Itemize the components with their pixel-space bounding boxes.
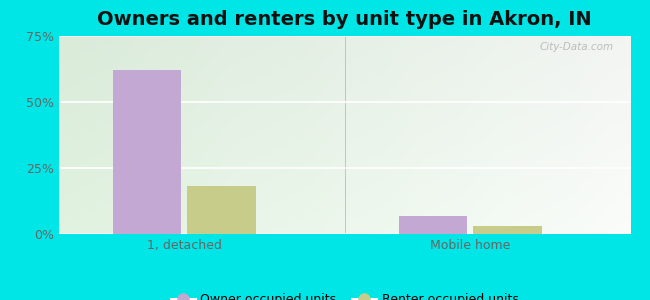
Bar <box>473 226 542 234</box>
Title: Owners and renters by unit type in Akron, IN: Owners and renters by unit type in Akron… <box>98 10 592 29</box>
Legend: Owner occupied units, Renter occupied units: Owner occupied units, Renter occupied un… <box>166 288 523 300</box>
Bar <box>187 187 256 234</box>
Bar <box>399 215 467 234</box>
Text: City-Data.com: City-Data.com <box>540 42 614 52</box>
Bar <box>113 70 181 234</box>
